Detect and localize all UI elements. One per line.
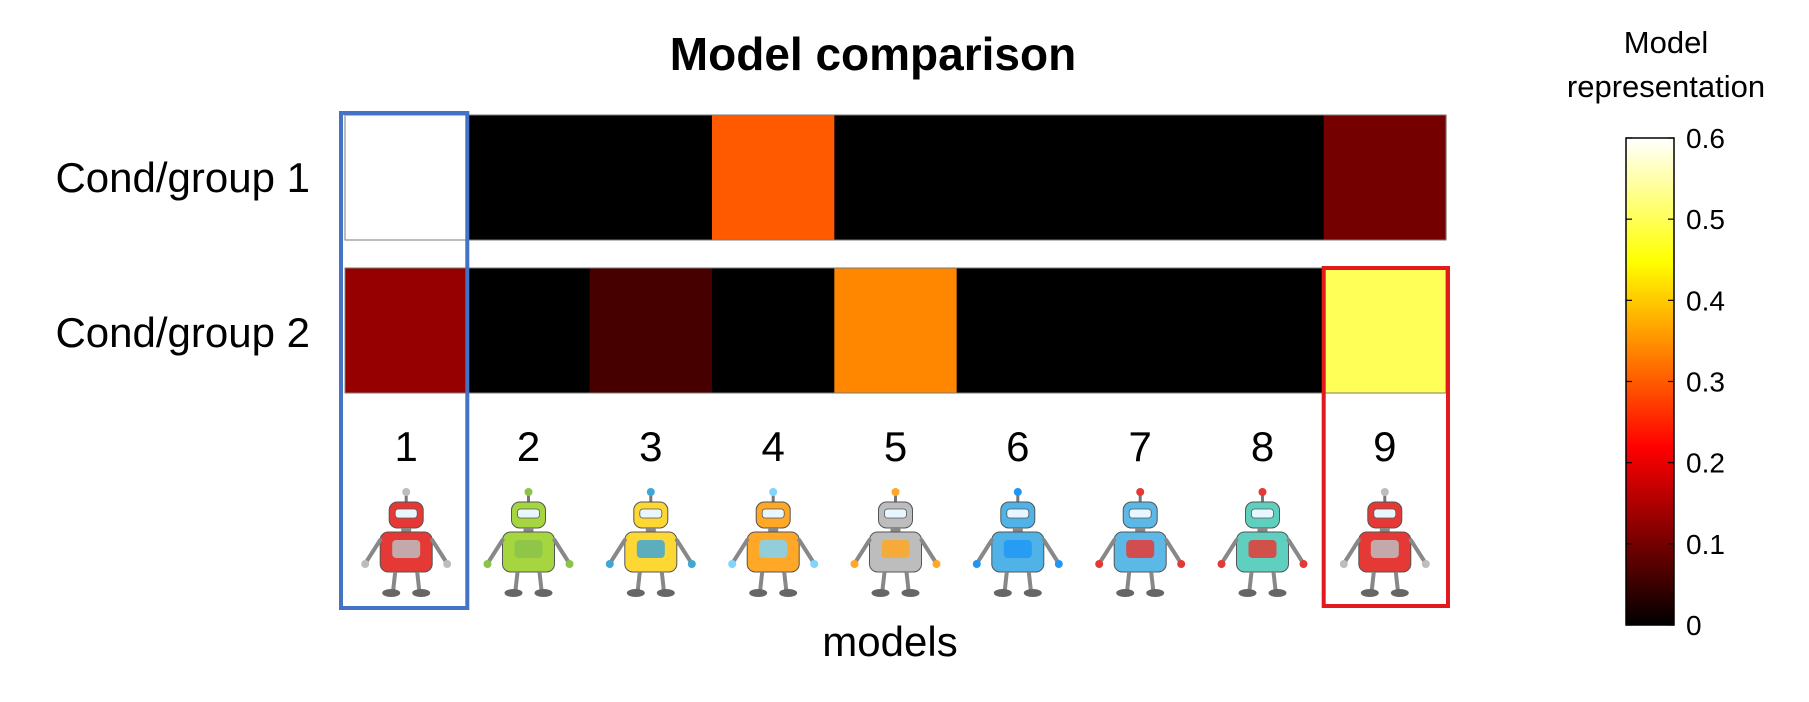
model-number-label: 8	[1251, 423, 1274, 470]
blue-robot-icon	[973, 488, 1063, 597]
teal-robot-icon	[1218, 488, 1308, 597]
heatmap-cell	[467, 268, 590, 393]
heatmap-cell	[345, 268, 468, 393]
heatmap-cell	[834, 115, 957, 240]
heatmap-cell	[590, 268, 713, 393]
colorbar-tick-label: 0.5	[1686, 204, 1725, 235]
x-axis-label: models	[822, 618, 957, 665]
gray-robot-icon	[851, 488, 941, 597]
row-label-1: Cond/group 1	[55, 154, 310, 201]
model-number-label: 7	[1129, 423, 1152, 470]
colorbar-tick-label: 0.6	[1686, 123, 1725, 154]
colorbar-tick-label: 0.3	[1686, 367, 1725, 398]
row-label-2: Cond/group 2	[55, 309, 310, 356]
heatmap-cell	[712, 115, 835, 240]
colorbar-tick-label: 0.2	[1686, 448, 1725, 479]
colorbar-label-line-2: representation	[1567, 69, 1765, 104]
heatmap-cell	[467, 115, 590, 240]
heatmap-cell	[1324, 115, 1447, 240]
heatmap-cell	[712, 268, 835, 393]
model-number-label: 6	[1006, 423, 1029, 470]
chart-title: Model comparison	[670, 28, 1076, 80]
heatmap-cell	[1079, 268, 1202, 393]
colorbar	[1626, 138, 1674, 625]
heatmap-cell	[1201, 268, 1324, 393]
orange-robot-with-dome-icon	[728, 488, 818, 597]
red-armored-robot-icon	[361, 488, 451, 597]
heatmap-cell	[1201, 115, 1324, 240]
heatmap-cell	[1079, 115, 1202, 240]
yellow-robot-on-wheels-icon	[606, 488, 696, 597]
red-cone-robot-icon	[1340, 488, 1430, 597]
colorbar-label-line-1: Model	[1624, 25, 1708, 60]
model-number-labels: 1 2 3 4 5 6 7 8 9	[395, 423, 1397, 470]
green-robot-icon	[484, 488, 574, 597]
model-number-label: 2	[517, 423, 540, 470]
model-number-label: 4	[762, 423, 785, 470]
heatmap-cell	[957, 268, 1080, 393]
model-number-label: 9	[1373, 423, 1396, 470]
model-number-label: 1	[395, 423, 418, 470]
colorbar-tick-label: 0.4	[1686, 285, 1725, 316]
model-number-label: 3	[639, 423, 662, 470]
colorbar-tick-label: 0	[1686, 610, 1702, 641]
heatmap-cell	[1324, 268, 1447, 393]
heatmap-cell	[957, 115, 1080, 240]
heatmap-cell	[590, 115, 713, 240]
model-number-label: 5	[884, 423, 907, 470]
model-icons	[361, 488, 1430, 597]
heatmap-cell	[345, 115, 468, 240]
heatmap-cells	[345, 115, 1447, 393]
colorbar-label: Model representation	[1567, 25, 1765, 104]
heatmap-cell	[834, 268, 957, 393]
wide-blue-robot-icon	[1095, 488, 1185, 597]
colorbar-tick-label: 0.1	[1686, 529, 1725, 560]
